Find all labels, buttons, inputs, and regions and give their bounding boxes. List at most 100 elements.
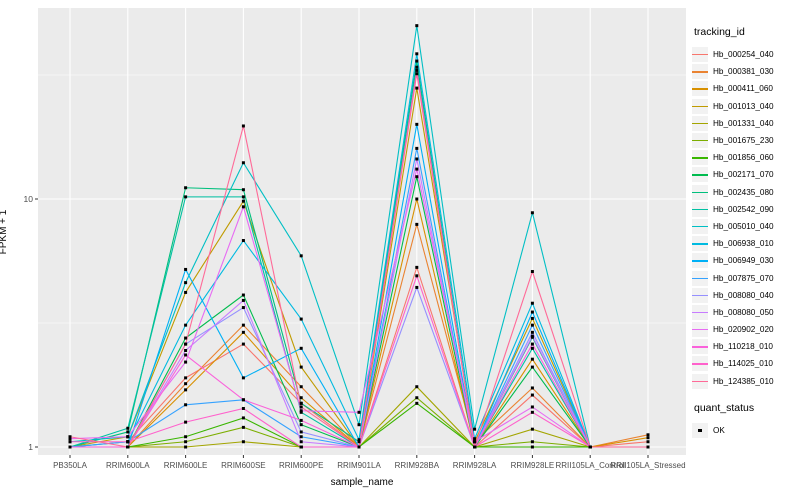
series-color-key bbox=[692, 150, 708, 166]
legend-entry: Hb_001675_230 bbox=[692, 132, 798, 149]
legend-label: Hb_001675_230 bbox=[713, 136, 774, 146]
series-color-key bbox=[692, 373, 708, 389]
legend-label: Hb_008080_040 bbox=[713, 290, 774, 300]
series-line-swatch bbox=[692, 363, 708, 365]
legend-entry: Hb_001013_040 bbox=[692, 98, 798, 115]
series-color-key bbox=[692, 98, 708, 114]
legend-title-tracking-id: tracking_id bbox=[694, 26, 745, 38]
legend-entry: Hb_007875_070 bbox=[692, 269, 798, 286]
legend-label: Hb_002171_070 bbox=[713, 170, 774, 180]
series-color-key bbox=[692, 201, 708, 217]
legend-entry: Hb_002171_070 bbox=[692, 166, 798, 183]
series-line-swatch bbox=[692, 88, 708, 90]
x-tick-label: RRIM928BA bbox=[394, 461, 440, 470]
series-color-key bbox=[692, 133, 708, 149]
legend-entry: Hb_000254_040 bbox=[692, 46, 798, 63]
series-line-swatch bbox=[692, 243, 708, 245]
series-line-swatch bbox=[692, 122, 708, 125]
series-line-swatch bbox=[692, 277, 708, 279]
series-color-key bbox=[692, 356, 708, 372]
x-tick-label: RRIM600LE bbox=[163, 461, 208, 470]
y-axis-title: FPKM + 1 bbox=[0, 210, 9, 255]
legend-label: Hb_020902_020 bbox=[713, 325, 774, 335]
legend-label: Hb_110218_010 bbox=[713, 342, 773, 352]
legend-entry: Hb_001856_060 bbox=[692, 149, 798, 166]
legend-label: Hb_006949_030 bbox=[713, 256, 774, 266]
series-line-swatch bbox=[692, 329, 708, 331]
series-line-swatch bbox=[692, 294, 708, 297]
x-tick-label: RRII105LA_Control bbox=[555, 461, 625, 470]
legend-entry-ok: OK bbox=[692, 422, 798, 439]
series-color-key bbox=[692, 47, 708, 63]
legend-series-entries: Hb_000254_040 Hb_000381_030 Hb_000411_060 H… bbox=[692, 46, 798, 390]
legend-entry: Hb_020902_020 bbox=[692, 321, 798, 338]
legend-entry: Hb_002542_090 bbox=[692, 201, 798, 218]
legend-label: Hb_007875_070 bbox=[713, 273, 774, 283]
x-axis-title: sample_name bbox=[330, 477, 394, 488]
x-tick-label: RRIM928LE bbox=[510, 461, 555, 470]
legend-label: Hb_006938_010 bbox=[713, 239, 774, 249]
legend-entry: Hb_002435_080 bbox=[692, 184, 798, 201]
legend: tracking_id Hb_000254_040 Hb_000381_030 Hb… bbox=[692, 26, 798, 439]
series-color-key bbox=[692, 287, 708, 303]
series-line-swatch bbox=[692, 174, 708, 176]
legend-entry: Hb_114025_010 bbox=[692, 355, 798, 372]
x-tick-label: RRIM901LA bbox=[337, 461, 381, 470]
series-line-swatch bbox=[692, 105, 708, 108]
quant-status-key bbox=[692, 422, 708, 438]
series-color-key bbox=[692, 218, 708, 234]
black-square-point-icon bbox=[698, 428, 702, 433]
series-line-swatch bbox=[692, 157, 708, 159]
series-line-swatch bbox=[692, 54, 708, 56]
y-tick-label: 1 bbox=[28, 442, 33, 452]
x-tick-label: RRII105LA_Stressed bbox=[610, 461, 686, 470]
series-line-swatch bbox=[692, 311, 708, 314]
legend-label: Hb_002435_080 bbox=[713, 187, 774, 197]
legend-entry: Hb_001331_040 bbox=[692, 115, 798, 132]
series-color-key bbox=[692, 184, 708, 200]
legend-label: Hb_124385_010 bbox=[713, 376, 774, 386]
legend-label: Hb_001856_060 bbox=[713, 153, 774, 163]
series-color-key bbox=[692, 253, 708, 269]
legend-entry: Hb_005010_040 bbox=[692, 218, 798, 235]
series-line-swatch bbox=[692, 380, 708, 383]
x-tick-label: RRIM600LA bbox=[106, 461, 150, 470]
series-color-key bbox=[692, 339, 708, 355]
x-tick-label: PB350LA bbox=[53, 461, 87, 470]
legend-title-quant-status: quant_status bbox=[694, 401, 755, 414]
legend-label: Hb_000381_030 bbox=[713, 67, 774, 77]
legend-label: OK bbox=[713, 425, 725, 435]
series-line-swatch bbox=[692, 140, 708, 142]
legend-label: Hb_008080_050 bbox=[713, 307, 774, 317]
series-color-key bbox=[692, 322, 708, 338]
series-color-key bbox=[692, 81, 708, 97]
x-tick-label: RRIM928LA bbox=[452, 461, 497, 470]
series-line-swatch bbox=[692, 346, 708, 348]
series-line-swatch bbox=[692, 260, 708, 262]
series-color-key bbox=[692, 64, 708, 80]
legend-label: Hb_114025_010 bbox=[713, 359, 773, 369]
series-line-swatch bbox=[692, 71, 708, 73]
legend-label: Hb_005010_040 bbox=[713, 221, 774, 231]
series-color-key bbox=[692, 167, 708, 183]
legend-entry: Hb_006938_010 bbox=[692, 235, 798, 252]
legend-entry: Hb_000381_030 bbox=[692, 63, 798, 80]
legend-label: Hb_001013_040 bbox=[713, 101, 774, 111]
legend-entry: Hb_110218_010 bbox=[692, 338, 798, 355]
legend-label: Hb_000254_040 bbox=[713, 50, 774, 60]
series-color-key bbox=[692, 236, 708, 252]
legend-label: Hb_000411_060 bbox=[713, 84, 773, 94]
series-color-key bbox=[692, 304, 708, 320]
series-color-key bbox=[692, 115, 708, 131]
series-line-swatch bbox=[692, 208, 708, 211]
legend-entry: Hb_006949_030 bbox=[692, 252, 798, 269]
series-line-swatch bbox=[692, 191, 708, 193]
legend-label: Hb_001331_040 bbox=[713, 118, 774, 128]
legend-entry: Hb_124385_010 bbox=[692, 373, 798, 390]
legend-label: Hb_002542_090 bbox=[713, 204, 774, 214]
y-tick-label: 10 bbox=[23, 194, 33, 204]
legend-entry: Hb_008080_050 bbox=[692, 304, 798, 321]
series-color-key bbox=[692, 270, 708, 286]
